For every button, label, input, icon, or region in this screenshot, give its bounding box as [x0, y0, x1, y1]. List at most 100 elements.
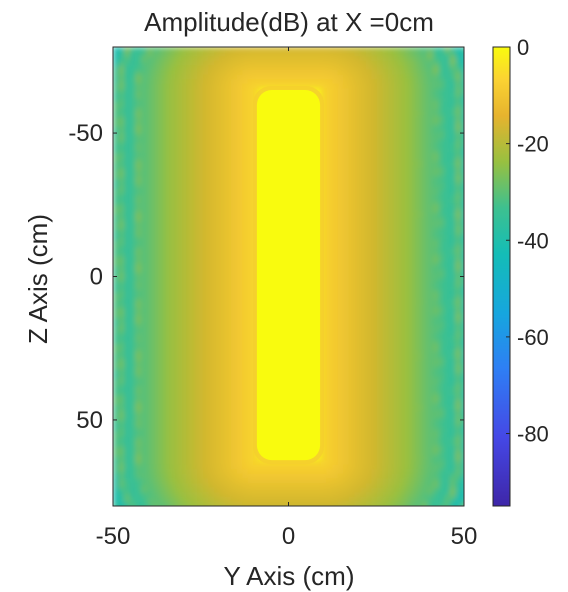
- heatmap-cell: [444, 143, 451, 149]
- heatmap-cell: [118, 221, 125, 227]
- heatmap-cell: [197, 336, 204, 342]
- heatmap-cell: [247, 170, 254, 177]
- heatmap-cell: [376, 253, 384, 259]
- heatmap-cell: [371, 60, 378, 66]
- heatmap-cell: [449, 74, 457, 80]
- heatmap-cell: [230, 47, 238, 53]
- heatmap-cell: [332, 79, 339, 85]
- heatmap-cell: [326, 285, 333, 291]
- heatmap-cell: [393, 349, 401, 356]
- heatmap-cell: [365, 120, 372, 126]
- heatmap-cell: [348, 299, 356, 305]
- heatmap-cell: [157, 88, 165, 94]
- heatmap-cell: [197, 138, 204, 144]
- heatmap-cell: [191, 47, 198, 53]
- heatmap-cell: [461, 134, 464, 140]
- heatmap-cell: [449, 125, 457, 131]
- heatmap-cell: [230, 299, 238, 305]
- heatmap-cell: [343, 60, 350, 66]
- heatmap-cell: [225, 152, 232, 158]
- heatmap-cell: [242, 281, 249, 287]
- heatmap-cell: [421, 258, 429, 264]
- heatmap-cell: [219, 189, 226, 195]
- heatmap-cell: [393, 106, 401, 112]
- heatmap-cell: [124, 102, 131, 108]
- heatmap-cell: [219, 253, 226, 259]
- heatmap-cell: [388, 253, 395, 259]
- heatmap-cell: [360, 354, 367, 360]
- heatmap-cell: [135, 313, 142, 319]
- heatmap-cell: [416, 345, 423, 351]
- heatmap-cell: [236, 189, 243, 195]
- heatmap-cell: [444, 88, 451, 94]
- heatmap-cell: [118, 74, 125, 80]
- heatmap-cell: [236, 138, 243, 144]
- heatmap-cell: [393, 377, 401, 383]
- heatmap-cell: [449, 198, 457, 204]
- heatmap-cell: [124, 345, 131, 351]
- heatmap-cell: [129, 92, 137, 99]
- heatmap-cell: [371, 322, 378, 328]
- heatmap-cell: [129, 152, 137, 158]
- heatmap-cell: [225, 285, 232, 291]
- heatmap-cell: [292, 79, 299, 85]
- heatmap-cell: [124, 175, 131, 181]
- heatmap-cell: [332, 336, 339, 342]
- heatmap-cell: [410, 115, 417, 122]
- heatmap-cell: [416, 170, 423, 177]
- heatmap-cell: [410, 143, 417, 149]
- heatmap-cell: [337, 262, 344, 268]
- heatmap-cell: [348, 317, 356, 323]
- heatmap-cell: [236, 193, 243, 200]
- heatmap-cell: [410, 134, 417, 140]
- heatmap-cell: [208, 244, 215, 250]
- heatmap-cell: [388, 331, 395, 337]
- heatmap-cell: [219, 56, 226, 62]
- heatmap-cell: [444, 47, 451, 53]
- heatmap-cell: [214, 115, 221, 122]
- heatmap-cell: [163, 276, 170, 282]
- heatmap-cell: [169, 69, 176, 76]
- heatmap-cell: [393, 175, 401, 181]
- heatmap-cell: [141, 299, 148, 305]
- heatmap-cell: [433, 386, 440, 392]
- heatmap-cell: [169, 276, 176, 282]
- heatmap-cell: [337, 157, 344, 163]
- heatmap-cell: [113, 248, 120, 255]
- heatmap-cell: [208, 331, 215, 337]
- heatmap-cell: [326, 382, 333, 388]
- heatmap-cell: [405, 180, 412, 186]
- heatmap-cell: [354, 230, 361, 236]
- heatmap-cell: [242, 363, 249, 369]
- heatmap-cell: [382, 345, 389, 351]
- heatmap-cell: [118, 409, 125, 415]
- heatmap-cell: [174, 382, 181, 388]
- heatmap-cell: [236, 92, 243, 99]
- heatmap-cell: [247, 372, 254, 379]
- heatmap-cell: [135, 115, 142, 122]
- heatmap-cell: [230, 304, 238, 310]
- heatmap-cell: [146, 235, 153, 241]
- heatmap-cell: [225, 322, 232, 328]
- heatmap-cell: [427, 248, 434, 255]
- heatmap-cell: [360, 372, 367, 379]
- heatmap-cell: [433, 198, 440, 204]
- heatmap-cell: [410, 74, 417, 80]
- heatmap-cell: [169, 83, 176, 89]
- heatmap-cell: [461, 226, 464, 232]
- heatmap-cell: [376, 92, 384, 99]
- heatmap-cell: [438, 290, 445, 296]
- heatmap-cell: [320, 79, 328, 85]
- heatmap-cell: [157, 102, 165, 108]
- heatmap-cell: [230, 134, 238, 140]
- heatmap-cell: [124, 308, 131, 314]
- heatmap-cell: [332, 258, 339, 264]
- heatmap-cell: [197, 157, 204, 163]
- heatmap-cell: [141, 253, 148, 259]
- heatmap-cell: [348, 83, 356, 89]
- heatmap-cell: [332, 56, 339, 62]
- heatmap-cell: [449, 336, 457, 342]
- heatmap-cell: [421, 129, 429, 135]
- heatmap-cell: [337, 106, 344, 112]
- heatmap-cell: [343, 226, 350, 232]
